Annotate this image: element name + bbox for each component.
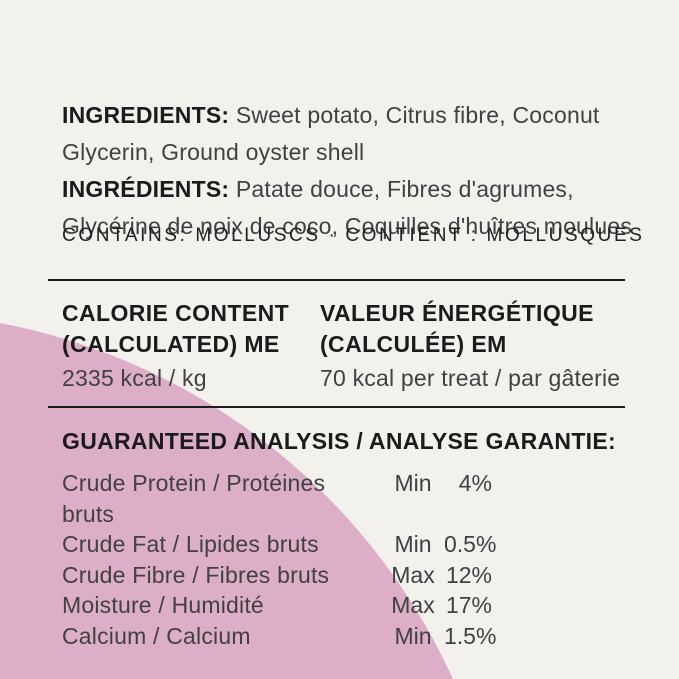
calorie-value-en: 2335 kcal / kg: [62, 365, 207, 391]
analysis-row-label: Crude Fibre / Fibres bruts: [62, 561, 330, 588]
table-row: Crude Fat / Lipides bruts Min 0.5%: [62, 529, 497, 560]
guaranteed-analysis-table: Crude Protein / Protéines bruts Min 4% C…: [62, 468, 497, 652]
analysis-row-limit: Max: [391, 561, 435, 588]
table-row: Crude Protein / Protéines bruts Min 4%: [62, 468, 492, 529]
calorie-title-fr-line2: (CALCULÉE) EM: [320, 331, 507, 357]
analysis-row-value: 4%: [458, 470, 492, 496]
ingredients-fr-label: INGRÉDIENTS:: [62, 176, 230, 202]
analysis-row-limit: Max: [391, 592, 435, 618]
guaranteed-analysis-heading: GUARANTEED ANALYSIS / ANALYSE GARANTIE:: [62, 428, 616, 454]
table-row: Moisture / Humidité Max 17%: [62, 590, 492, 621]
calorie-content-en: CALORIE CONTENT (CALCULATED) ME 2335 kca…: [62, 298, 289, 394]
analysis-row-value: 0.5%: [444, 531, 497, 557]
analysis-row-label: Moisture / Humidité: [62, 592, 264, 618]
analysis-row-limit: Min: [394, 622, 432, 649]
analysis-row-label: Crude Fat / Lipides bruts: [62, 531, 319, 557]
section-divider-bottom: [48, 406, 625, 408]
analysis-row-label: Crude Protein / Protéines bruts: [62, 470, 326, 527]
calorie-value-fr: 70 kcal per treat / par gâterie: [320, 365, 621, 391]
calorie-title-fr-line1: VALEUR ÉNERGÉTIQUE: [320, 300, 594, 326]
calorie-content-fr: VALEUR ÉNERGÉTIQUE (CALCULÉE) EM 70 kcal…: [320, 298, 620, 394]
analysis-row-value: 12%: [445, 561, 492, 588]
analysis-row-label: Calcium / Calcium: [62, 622, 251, 649]
ingredients-fr-line2: Glycérine de noix de coco, Coquilles d'h…: [62, 213, 633, 239]
analysis-row-value: 17%: [445, 592, 492, 618]
ingredients-en: INGREDIENTS: Sweet potato, Citrus fibre,…: [62, 97, 647, 171]
ingredients-en-line2: Glycerin, Ground oyster shell: [62, 139, 365, 165]
table-row: Calcium / Calcium Min 1.5%: [62, 621, 497, 652]
ingredients-fr: INGRÉDIENTS: Patate douce, Fibres d'agru…: [62, 171, 662, 245]
analysis-row-value: 1.5%: [444, 622, 497, 649]
section-divider-top: [48, 279, 625, 281]
ingredients-en-label: INGREDIENTS:: [62, 102, 230, 128]
ingredients-fr-line1: Patate douce, Fibres d'agrumes,: [235, 176, 574, 202]
ingredients-en-line1: Sweet potato, Citrus fibre, Coconut: [235, 102, 600, 128]
analysis-row-limit: Min: [394, 531, 432, 557]
calorie-title-en-line2: (CALCULATED) ME: [62, 331, 280, 357]
calorie-title-en-line1: CALORIE CONTENT: [62, 300, 290, 326]
allergen-contains-statement: CONTAINS: MOLLUSCS · CONTIENT : MOLLUSQU…: [62, 225, 645, 246]
table-row: Crude Fibre / Fibres bruts Max 12%: [62, 560, 492, 591]
analysis-row-limit: Min: [394, 470, 432, 496]
